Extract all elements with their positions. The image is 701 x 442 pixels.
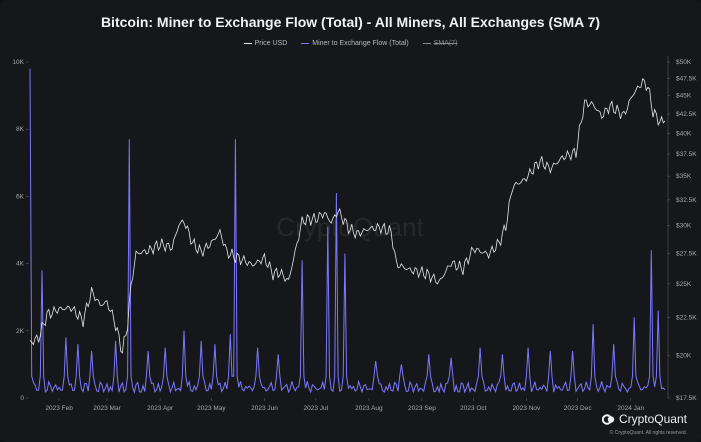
legend-item-flow[interactable]: Miner to Exchange Flow (Total) <box>301 40 409 47</box>
legend-label-price: Price USD <box>254 40 288 47</box>
chart-title: Bitcoin: Miner to Exchange Flow (Total) … <box>100 14 601 30</box>
x-tick-label: 2023 Dec <box>564 405 593 412</box>
y-right-tick-label: $42.5K <box>676 111 697 118</box>
chart-legend: Price USD Miner to Exchange Flow (Total)… <box>0 40 701 47</box>
y-right-tick-label: $40K <box>676 130 692 137</box>
y-right-tick-label: $30K <box>676 222 692 229</box>
y-left-tick-label: 0 <box>20 395 24 402</box>
x-tick-label: 2023 Jun <box>251 405 278 412</box>
y-axis-left: 0 2K 4K 6K 8K 10K <box>12 59 29 402</box>
legend-label-flow: Miner to Exchange Flow (Total) <box>312 40 409 47</box>
y-left-tick-label: 2K <box>16 328 25 335</box>
x-tick-label: 2023 Mar <box>93 405 121 412</box>
y-right-tick-label: $25K <box>676 281 692 288</box>
y-right-tick-label: $17.5K <box>676 395 697 402</box>
legend-label-sma: SMA(7) <box>433 40 458 47</box>
y-right-tick-label: $20K <box>676 352 692 359</box>
brand-name: CryptoQuant <box>618 412 687 426</box>
x-tick-label: 2023 Feb <box>45 405 73 412</box>
y-right-tick-label: $45K <box>676 93 692 100</box>
x-axis: 2023 Feb 2023 Mar 2023 Apr 2023 May 2023 Jun… <box>45 398 645 412</box>
y-right-tick-label: $37.5K <box>676 151 697 158</box>
x-tick-label: 2024 Jan <box>617 405 644 412</box>
y-left-tick-label: 8K <box>16 126 25 133</box>
x-tick-label: 2023 Apr <box>147 405 174 412</box>
y-left-tick-label: 4K <box>16 261 25 268</box>
series-line-miner-flow <box>29 68 666 394</box>
y-right-tick-label: $22.5K <box>676 315 697 322</box>
legend-swatch-sma <box>422 42 431 44</box>
watermark: CryptoQuant <box>276 212 424 242</box>
y-right-tick-label: $47.5K <box>676 75 697 82</box>
y-right-tick-label: $35K <box>676 173 692 180</box>
x-tick-label: 2023 Sep <box>408 405 436 412</box>
x-tick-label: 2023 Jul <box>304 405 329 412</box>
y-axis-right: $17.5K $20K $22.5K $25K $27.5K $30K $32.5K $35K… <box>667 56 697 402</box>
y-left-tick-label: 10K <box>12 59 24 66</box>
series-line-price <box>29 78 666 354</box>
x-tick-label: 2023 Oct <box>460 405 487 412</box>
copyright-text: © CryptoQuant. All rights reserved. <box>609 430 687 436</box>
y-left-tick-label: 6K <box>16 193 25 200</box>
legend-swatch-price <box>243 42 252 44</box>
y-right-tick-label: $27.5K <box>676 250 697 257</box>
brand-logo: CryptoQuant <box>601 412 687 426</box>
y-right-tick-label: $32.5K <box>676 197 697 204</box>
x-tick-label: 2023 Aug <box>355 405 383 412</box>
x-tick-label: 2023 May <box>197 405 226 412</box>
y-right-tick-label: $50K <box>676 59 692 66</box>
legend-swatch-flow <box>301 42 310 44</box>
legend-item-price[interactable]: Price USD <box>243 40 288 47</box>
legend-item-sma[interactable]: SMA(7) <box>422 40 458 47</box>
cryptoquant-logo-icon <box>601 413 615 425</box>
x-tick-label: 2023 Nov <box>512 405 541 412</box>
